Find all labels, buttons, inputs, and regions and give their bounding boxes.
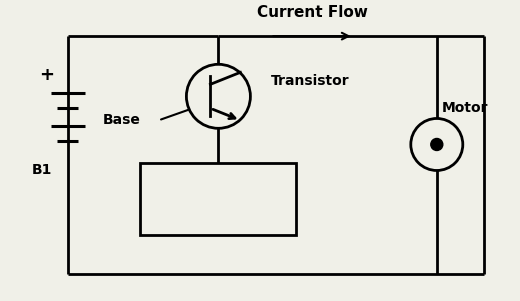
Text: Motor: Motor <box>442 101 488 115</box>
Text: Base: Base <box>102 113 140 127</box>
Text: B1: B1 <box>31 163 52 177</box>
Circle shape <box>431 138 443 150</box>
Circle shape <box>186 64 251 128</box>
Bar <box>140 163 296 235</box>
Circle shape <box>411 119 463 170</box>
Text: +: + <box>40 66 54 84</box>
Text: Current Flow: Current Flow <box>256 5 368 20</box>
Text: Control: Control <box>187 191 250 206</box>
Text: Transistor: Transistor <box>270 74 349 88</box>
